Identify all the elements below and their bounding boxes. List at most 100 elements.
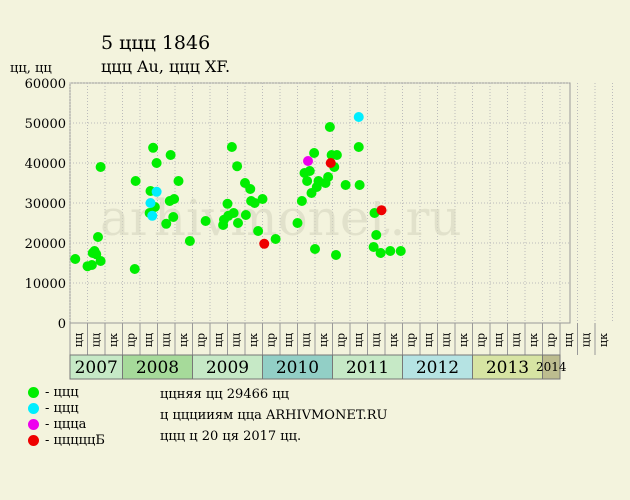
- legend-item: - цццццБ: [28, 432, 105, 448]
- data-point: [331, 250, 341, 260]
- slot-label: цк: [597, 333, 610, 347]
- data-point: [228, 208, 239, 218]
- y-tick-label: 50000: [25, 117, 66, 132]
- data-point: [226, 142, 237, 152]
- slot-label: цц: [492, 333, 505, 347]
- data-point: [304, 166, 315, 176]
- slot-label: цц: [422, 333, 435, 347]
- data-point: [222, 198, 233, 209]
- legend: - ццц - ццц - цццa - цццццБ: [28, 384, 105, 448]
- chart-subtitle: ццц Au, ццц XF.: [101, 57, 231, 76]
- data-point: [309, 148, 320, 158]
- y-tick-label: 0: [58, 317, 66, 332]
- data-point: [353, 142, 364, 152]
- data-point: [325, 158, 336, 168]
- slot-label: цц: [229, 333, 242, 347]
- slot-label: цр: [544, 333, 557, 347]
- slot-label: цк: [107, 333, 120, 347]
- slot-label: цц: [89, 333, 102, 347]
- legend-label: - цццццБ: [45, 432, 105, 448]
- slot-label: цр: [404, 333, 417, 347]
- slot-label: цц: [299, 333, 312, 347]
- legend-marker: [28, 418, 39, 430]
- data-point: [148, 142, 159, 153]
- year-band: [402, 354, 473, 380]
- data-point: [292, 218, 303, 228]
- year-band: [472, 354, 543, 380]
- data-point: [340, 180, 351, 190]
- data-point: [169, 194, 180, 204]
- year-label: 2013: [486, 358, 529, 378]
- data-point: [200, 216, 211, 226]
- slot-label: цц: [212, 333, 225, 347]
- data-point: [184, 236, 195, 246]
- watermark: arhivmonet.ru: [100, 189, 462, 247]
- year-label: 2014: [536, 360, 567, 374]
- data-point: [270, 234, 281, 244]
- data-point: [161, 218, 172, 229]
- data-point: [253, 226, 264, 236]
- data-point: [353, 112, 364, 122]
- legend-item: - ццц: [28, 384, 105, 400]
- slot-label: цр: [474, 333, 487, 347]
- slot-label: цц: [562, 333, 575, 347]
- data-point: [324, 122, 335, 132]
- year-band: [69, 354, 123, 380]
- data-point: [368, 242, 379, 252]
- data-point: [129, 264, 140, 274]
- slot-label: цр: [264, 333, 277, 347]
- slot-label: цц: [579, 333, 592, 347]
- slot-label: цк: [177, 333, 190, 347]
- data-point: [233, 218, 243, 228]
- data-point: [249, 198, 260, 208]
- average-price-note: ццняя цц 29466 цц: [160, 387, 289, 402]
- legend-label: - ццц: [45, 400, 79, 416]
- data-point: [240, 210, 251, 220]
- data-point: [147, 210, 158, 221]
- data-point: [323, 172, 334, 182]
- slot-label: цк: [317, 333, 330, 347]
- slot-label: цц: [72, 333, 85, 347]
- data-point: [376, 205, 387, 216]
- slot-label: цр: [194, 333, 207, 347]
- slot-label: цр: [334, 333, 347, 347]
- data-point: [302, 176, 313, 186]
- year-label: 2012: [416, 358, 459, 378]
- y-axis-unit: цц, цц: [10, 61, 52, 76]
- slot-label: цр: [124, 333, 137, 347]
- data-point: [70, 254, 81, 264]
- data-point: [310, 244, 320, 254]
- slot-label: цц: [159, 333, 172, 347]
- slot-label: цц: [509, 333, 522, 347]
- y-tick-label: 30000: [25, 197, 66, 212]
- year-label: 2010: [276, 358, 319, 378]
- year-label: 2007: [75, 358, 118, 378]
- legend-label: - ццц: [45, 384, 79, 400]
- data-point: [245, 184, 256, 194]
- data-point: [86, 260, 97, 270]
- data-point: [151, 158, 162, 168]
- date-note: ццц ц 20 ця 2017 цц.: [160, 429, 302, 444]
- data-point: [168, 212, 179, 222]
- slot-label: цц: [352, 333, 365, 347]
- legend-marker: [28, 402, 39, 414]
- data-point: [151, 186, 162, 197]
- data-point: [259, 238, 270, 249]
- data-point: [303, 156, 313, 166]
- data-point: [375, 248, 386, 258]
- data-point: [385, 246, 396, 256]
- chart-title: 5 ццц 1846: [101, 32, 211, 54]
- source-note: ц цццииям цца ARHIVMONET.RU: [160, 408, 388, 423]
- notes: ццняя цц 29466 цц ц цццииям цца ARHIVMON…: [160, 384, 387, 447]
- y-tick-label: 20000: [25, 237, 66, 252]
- legend-item: - ццц: [28, 400, 105, 416]
- data-point: [296, 196, 307, 206]
- legend-item: - цццa: [28, 416, 105, 432]
- y-tick-label: 40000: [25, 157, 66, 172]
- legend-marker: [28, 386, 39, 398]
- data-point: [95, 256, 106, 266]
- data-point: [173, 176, 184, 186]
- year-band: [122, 354, 193, 380]
- year-label: 2011: [346, 358, 389, 378]
